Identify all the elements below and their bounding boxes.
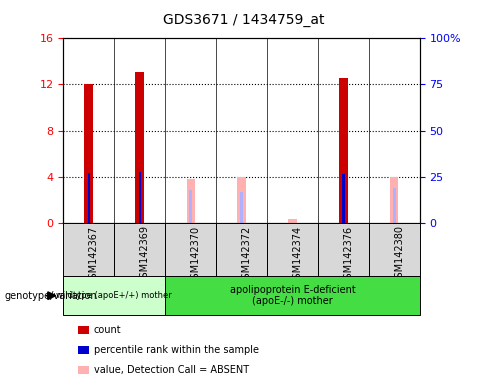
Bar <box>186 179 195 223</box>
Text: GSM142369: GSM142369 <box>140 225 150 285</box>
Bar <box>240 192 243 223</box>
Bar <box>390 177 398 223</box>
Bar <box>139 172 141 223</box>
Text: genotype/variation: genotype/variation <box>5 291 98 301</box>
Bar <box>63 223 114 276</box>
Text: GSM142367: GSM142367 <box>89 225 99 285</box>
Text: wildtype (apoE+/+) mother: wildtype (apoE+/+) mother <box>57 291 172 300</box>
Text: GDS3671 / 1434759_at: GDS3671 / 1434759_at <box>163 13 325 27</box>
Text: count: count <box>94 325 122 335</box>
Bar <box>369 223 420 276</box>
Text: apolipoprotein E-deficient
(apoE-/-) mother: apolipoprotein E-deficient (apoE-/-) mot… <box>229 285 355 306</box>
Bar <box>165 223 216 276</box>
Text: GSM142376: GSM142376 <box>344 225 353 285</box>
Bar <box>135 72 144 223</box>
Bar <box>393 188 396 223</box>
Bar <box>318 223 369 276</box>
Text: percentile rank within the sample: percentile rank within the sample <box>94 345 259 355</box>
Bar <box>63 276 165 315</box>
Text: GSM142370: GSM142370 <box>191 225 201 285</box>
Bar <box>342 174 345 223</box>
Text: GSM142374: GSM142374 <box>292 225 303 285</box>
Bar <box>114 223 165 276</box>
Bar <box>165 276 420 315</box>
Bar <box>216 223 267 276</box>
Text: GSM142380: GSM142380 <box>394 225 404 285</box>
Bar <box>339 78 348 223</box>
Bar <box>238 177 245 223</box>
Text: GSM142372: GSM142372 <box>242 225 251 285</box>
Bar <box>88 173 90 223</box>
Bar <box>288 219 297 223</box>
Bar <box>267 223 318 276</box>
Bar <box>189 190 192 223</box>
Text: value, Detection Call = ABSENT: value, Detection Call = ABSENT <box>94 365 249 375</box>
Bar <box>84 84 94 223</box>
